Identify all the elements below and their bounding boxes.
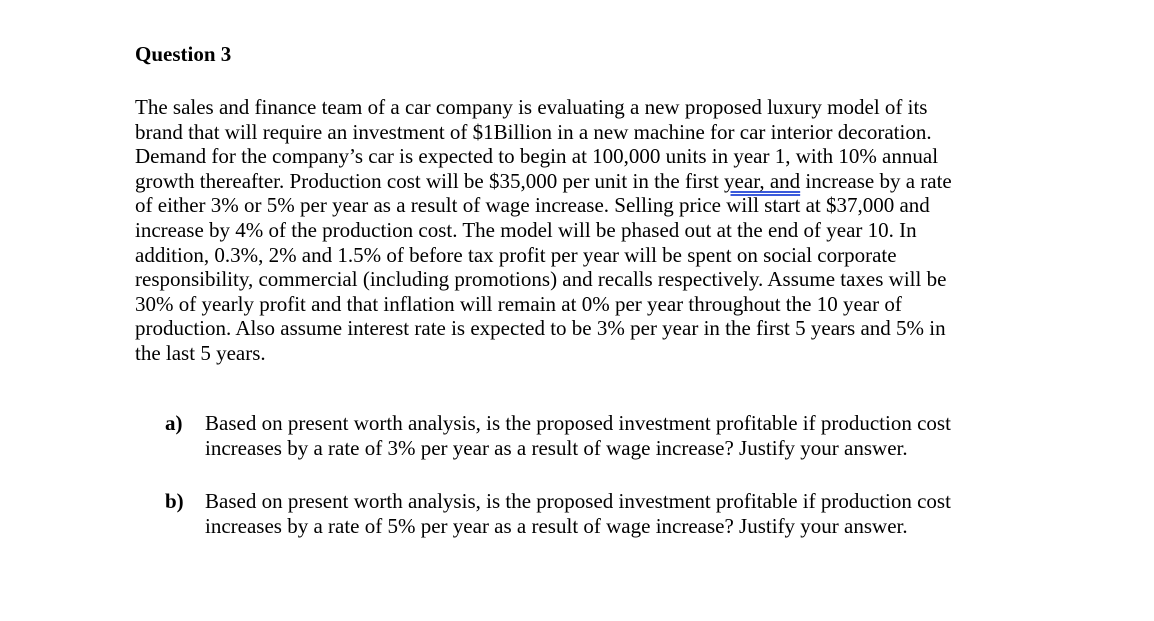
question-line: Based on present worth analysis, is the … xyxy=(205,411,951,435)
paragraph-line: increase by 4% of the production cost. T… xyxy=(135,217,917,242)
paragraph-line: the last 5 years. xyxy=(135,340,266,365)
question-line: increases by a rate of 3% per year as a … xyxy=(205,435,908,460)
paragraph-line: of either 3% or 5% per year as a result … xyxy=(135,193,930,218)
paragraph-line: Demand for the company’s car is expected… xyxy=(135,144,939,169)
question-label: a) xyxy=(165,411,183,435)
question-line: increases by a rate of 5% per year as a … xyxy=(205,513,908,538)
paragraph-line: addition, 0.3%, 2% and 1.5% of before ta… xyxy=(135,242,897,267)
text-segment: growth thereafter. Production cost will … xyxy=(135,168,725,193)
paragraph-line: brand that will require an investment of… xyxy=(135,119,932,144)
question-line: Based on present worth analysis, is the … xyxy=(205,489,951,513)
grammar-flagged-text[interactable]: year, and xyxy=(724,168,801,193)
paragraph-line: production. Also assume interest rate is… xyxy=(135,316,946,341)
paragraph-line: growth thereafter. Production cost will … xyxy=(135,169,952,194)
paragraph-line: 30% of yearly profit and that inflation … xyxy=(135,291,902,316)
question-title: Question 3 xyxy=(135,42,232,66)
question-label: b) xyxy=(165,489,184,513)
question-b: b) Based on present worth analysis, is t… xyxy=(165,489,951,538)
problem-statement: The sales and finance team of a car comp… xyxy=(135,95,952,366)
text-segment: increase by a rate xyxy=(800,168,952,193)
question-a: a) Based on present worth analysis, is t… xyxy=(165,411,951,460)
paragraph-line: responsibility, commercial (including pr… xyxy=(135,267,947,292)
paragraph-line: The sales and finance team of a car comp… xyxy=(135,95,928,119)
